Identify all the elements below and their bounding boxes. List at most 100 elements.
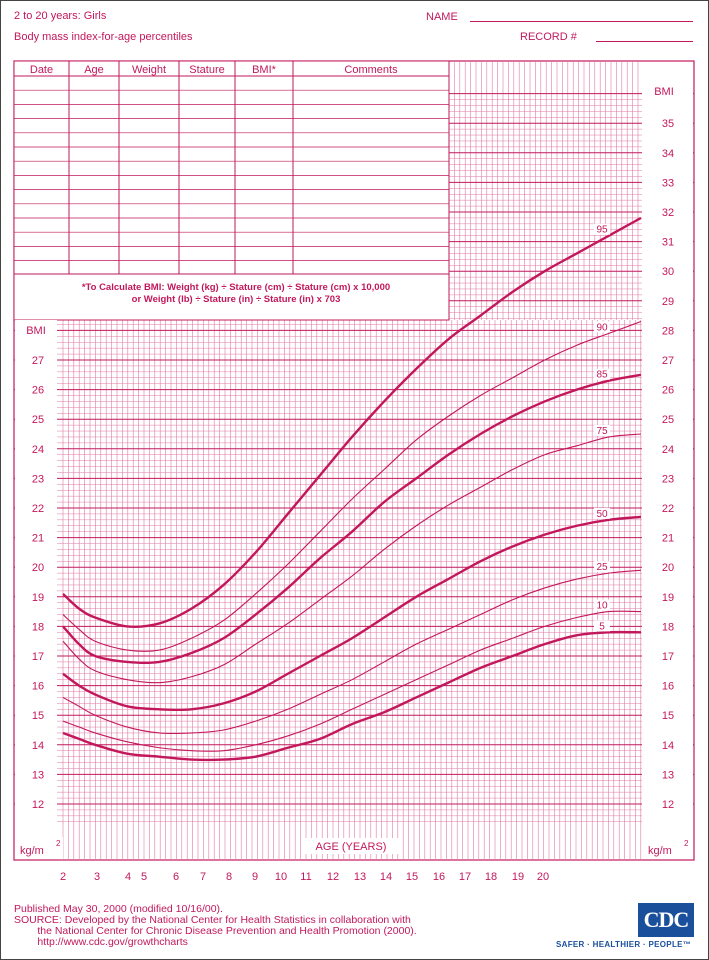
- y-tick-right-20: 20: [662, 562, 674, 574]
- percentile-label-bg-25: [594, 561, 610, 573]
- y-tick-right-18: 18: [662, 621, 674, 633]
- percentile-label-bg-95: [594, 223, 610, 235]
- table-header-date: Date: [30, 64, 53, 76]
- y-tick-left-25: 25: [32, 414, 44, 426]
- table-header-comments: Comments: [344, 64, 398, 76]
- x-tick-20: 20: [537, 871, 549, 883]
- y-tick-left-16: 16: [32, 681, 44, 693]
- unit-sup-left: 2: [56, 839, 61, 848]
- x-tick-6: 6: [173, 871, 179, 883]
- chart-title: 2 to 20 years: Girls: [14, 10, 107, 22]
- table-header-stature: Stature: [189, 64, 224, 76]
- percentile-curve-95: [62, 216, 642, 628]
- table-header-age: Age: [84, 64, 104, 76]
- source-line-1: SOURCE: Developed by the National Center…: [14, 914, 411, 926]
- unit-band-left: [15, 837, 63, 859]
- percentile-label-10: 10: [596, 601, 608, 612]
- y-tick-right-22: 22: [662, 503, 674, 515]
- y-tick-right-17: 17: [662, 651, 674, 663]
- x-tick-9: 9: [252, 871, 258, 883]
- y-tick-right-32: 32: [662, 207, 674, 219]
- x-tick-10: 10: [275, 871, 287, 883]
- x-tick-5: 5: [141, 871, 147, 883]
- unit-label-right: kg/m: [648, 845, 672, 857]
- x-tick-12: 12: [327, 871, 339, 883]
- cdc-logo: CDC: [638, 903, 694, 937]
- y-tick-right-13: 13: [662, 769, 674, 781]
- source-url[interactable]: http://www.cdc.gov/growthcharts: [14, 936, 188, 948]
- percentile-curve-25: [62, 569, 642, 735]
- name-field[interactable]: [470, 21, 693, 22]
- x-tick-11: 11: [300, 871, 311, 883]
- y-tick-right-29: 29: [662, 296, 674, 308]
- unit-sup-right: 2: [684, 839, 689, 848]
- x-tick-15: 15: [406, 871, 418, 883]
- percentile-label-95: 95: [596, 225, 608, 236]
- x-tick-8: 8: [226, 871, 232, 883]
- percentile-label-25: 25: [596, 562, 608, 573]
- percentile-label-bg-90: [594, 321, 610, 333]
- y-tick-left-19: 19: [32, 592, 44, 604]
- percentile-label-75: 75: [596, 426, 608, 437]
- y-tick-right-34: 34: [662, 148, 674, 160]
- table-header-weight: Weight: [132, 64, 166, 76]
- percentile-curve-5: [62, 630, 642, 762]
- percentile-label-85: 85: [596, 370, 608, 381]
- formula-line-1: *To Calculate BMI: Weight (kg) ÷ Stature…: [82, 282, 390, 293]
- right-axis-band: [642, 80, 693, 840]
- x-tick-3: 3: [94, 871, 100, 883]
- y-tick-left-24: 24: [32, 444, 44, 456]
- x-tick-17: 17: [459, 871, 471, 883]
- x-tick-19: 19: [512, 871, 524, 883]
- y-tick-right-26: 26: [662, 385, 674, 397]
- y-tick-right-23: 23: [662, 473, 674, 485]
- y-tick-left-26: 26: [32, 385, 44, 397]
- y-tick-left-13: 13: [32, 769, 44, 781]
- percentile-label-bg-50: [594, 507, 610, 519]
- unit-label-left: kg/m: [20, 845, 44, 857]
- y-tick-right-28: 28: [662, 325, 674, 337]
- y-tick-right-19: 19: [662, 592, 674, 604]
- y-tick-right-33: 33: [662, 177, 674, 189]
- record-label: RECORD #: [520, 31, 577, 43]
- x-tick-18: 18: [485, 871, 497, 883]
- y-tick-left-27: 27: [32, 355, 44, 367]
- y-tick-right-24: 24: [662, 444, 674, 456]
- x-tick-2: 2: [60, 871, 66, 883]
- name-label: NAME: [426, 11, 458, 23]
- percentile-label-5: 5: [599, 621, 605, 632]
- y-tick-right-21: 21: [662, 533, 674, 545]
- percentile-label-50: 50: [596, 509, 608, 520]
- percentile-curve-75: [62, 433, 642, 684]
- x-tick-4: 4: [125, 871, 131, 883]
- percentile-curve-90: [62, 321, 642, 652]
- y-tick-right-12: 12: [662, 799, 674, 811]
- unit-band-right: [642, 837, 693, 859]
- formula-line-2: or Weight (lb) ÷ Stature (in) ÷ Stature …: [132, 294, 341, 305]
- published-note: Published May 30, 2000 (modified 10/16/0…: [14, 903, 223, 915]
- y-tick-right-30: 30: [662, 266, 674, 278]
- y-tick-left-17: 17: [32, 651, 44, 663]
- y-tick-left-23: 23: [32, 473, 44, 485]
- percentile-curve-85: [62, 373, 642, 665]
- percentile-label-bg-75: [594, 424, 610, 436]
- y-tick-left-18: 18: [32, 621, 44, 633]
- y-tick-right-31: 31: [662, 237, 674, 249]
- percentile-curve-50: [62, 515, 642, 712]
- y-tick-right-35: 35: [662, 118, 674, 130]
- record-field[interactable]: [596, 41, 693, 42]
- x-tick-7: 7: [200, 871, 206, 883]
- percentile-curve-10: [62, 610, 642, 752]
- y-tick-right-16: 16: [662, 681, 674, 693]
- y-tick-right-25: 25: [662, 414, 674, 426]
- table-header-bmi: BMI*: [252, 64, 277, 76]
- x-tick-13: 13: [354, 871, 366, 883]
- x-tick-16: 16: [433, 871, 445, 883]
- y-tick-right-14: 14: [662, 740, 674, 752]
- y-tick-left-22: 22: [32, 503, 44, 515]
- percentile-label-90: 90: [596, 322, 608, 333]
- percentile-label-bg-5: [594, 620, 610, 632]
- chart-subtitle: Body mass index-for-age percentiles: [14, 31, 193, 43]
- y-tick-left-21: 21: [32, 533, 44, 545]
